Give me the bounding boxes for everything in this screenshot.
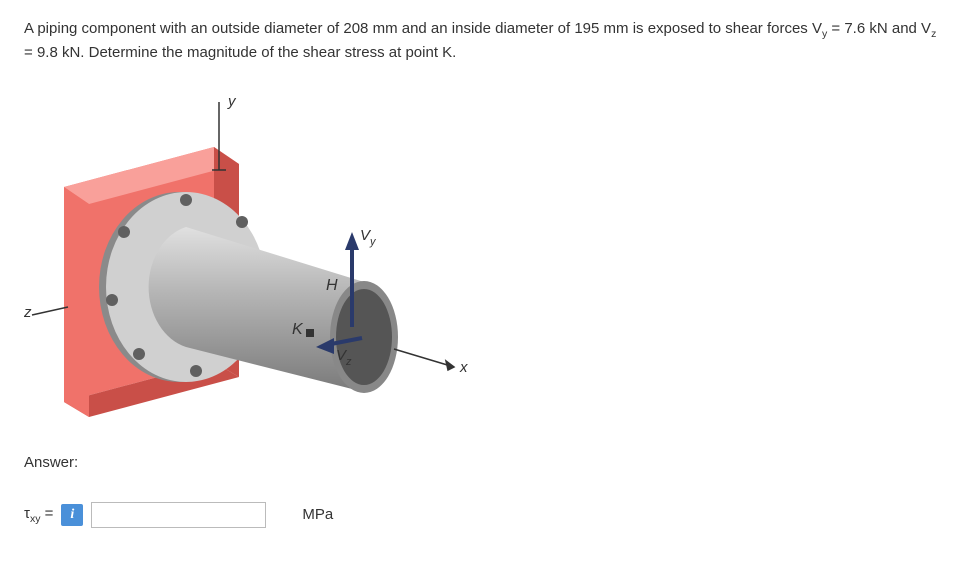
text: and an inside diameter of [398, 20, 575, 37]
y-axis-label: y [227, 93, 237, 110]
vz-value: 9.8 kN [37, 44, 80, 61]
text: A piping component with an outside diame… [24, 20, 343, 37]
outside-diameter: 208 mm [343, 20, 397, 37]
figure-svg: y z x H K Vy Vz [24, 82, 504, 442]
vy-label: Vy [360, 227, 377, 248]
point-k-marker [306, 329, 314, 337]
info-icon[interactable]: i [61, 504, 83, 526]
vy-value: 7.6 kN [844, 20, 887, 37]
h-label: H [326, 277, 338, 294]
text: and V [888, 20, 931, 37]
text: = [827, 20, 844, 37]
text: = [24, 44, 37, 61]
k-label: K [292, 321, 304, 338]
x-axis-label: x [459, 359, 468, 376]
sub-z: z [931, 28, 936, 40]
problem-statement: A piping component with an outside diame… [24, 18, 937, 64]
answer-label: Answer: [24, 452, 937, 474]
text: is exposed to shear forces V [629, 20, 822, 37]
inside-diameter: 195 mm [574, 20, 628, 37]
tau-label: τxy = [24, 503, 53, 527]
figure: y z x H K Vy Vz [24, 82, 504, 442]
answer-section: Answer: τxy = i MPa [24, 452, 937, 528]
answer-input-row: τxy = i MPa [24, 502, 937, 528]
z-axis-label: z [24, 304, 32, 321]
unit-label: MPa [302, 504, 333, 526]
answer-input[interactable] [91, 502, 266, 528]
text: . Determine the magnitude of the shear s… [80, 44, 456, 61]
